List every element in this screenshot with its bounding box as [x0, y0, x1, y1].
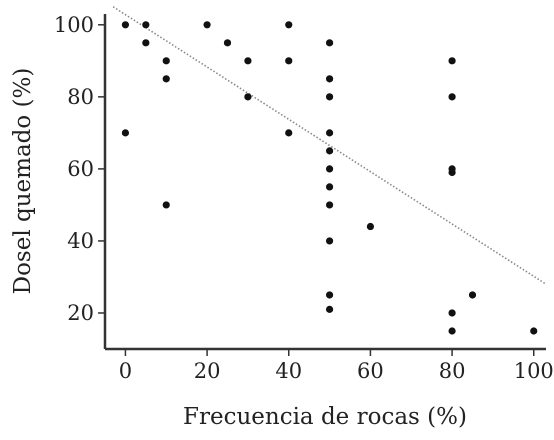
data-point	[162, 57, 170, 65]
data-point	[285, 57, 293, 65]
data-point	[448, 327, 456, 335]
x-axis-title: Frecuencia de rocas (%)	[183, 404, 467, 430]
data-point	[244, 57, 252, 65]
axes	[103, 14, 546, 351]
data-point	[285, 129, 293, 137]
data-point	[162, 75, 170, 83]
data-point	[203, 21, 211, 29]
data-point	[244, 93, 252, 101]
data-point	[448, 309, 456, 317]
data-point	[448, 168, 456, 177]
data-point	[223, 39, 232, 47]
data-points	[121, 21, 538, 335]
data-point	[366, 222, 375, 231]
data-point	[142, 21, 150, 29]
data-point	[162, 201, 170, 209]
data-point	[325, 183, 334, 191]
y-tick-label: 20	[67, 301, 94, 325]
x-tick-label: 0	[119, 359, 132, 383]
x-tick-label: 60	[357, 359, 384, 383]
y-tick-label: 100	[54, 13, 94, 37]
data-point	[325, 201, 334, 209]
x-tick-label: 40	[275, 359, 302, 383]
ticks: 0 20 40 60 80 100 20 40 60 80 100	[54, 13, 554, 383]
data-point	[325, 291, 334, 299]
data-point	[325, 147, 334, 155]
data-point	[121, 21, 130, 29]
y-tick-label: 80	[67, 85, 94, 109]
data-point	[285, 21, 293, 29]
data-point	[325, 305, 334, 313]
y-axis-title: Dosel quemado (%)	[10, 68, 36, 295]
data-point	[448, 93, 456, 101]
y-tick-label: 60	[67, 157, 94, 181]
trend-line	[112, 6, 547, 285]
data-point	[325, 237, 334, 245]
data-point	[142, 39, 150, 47]
x-tick-label: 20	[194, 359, 221, 383]
y-tick-label: 40	[67, 229, 94, 253]
data-point	[325, 129, 334, 137]
x-tick-label: 100	[514, 359, 554, 383]
data-point	[325, 165, 334, 173]
data-point	[325, 93, 334, 101]
trendline-group	[112, 6, 547, 285]
data-point	[530, 327, 538, 335]
data-point	[325, 75, 334, 83]
data-point	[448, 57, 456, 65]
x-tick-label: 80	[439, 359, 466, 383]
data-point	[468, 291, 477, 299]
data-point	[121, 129, 130, 137]
data-point	[325, 39, 334, 47]
